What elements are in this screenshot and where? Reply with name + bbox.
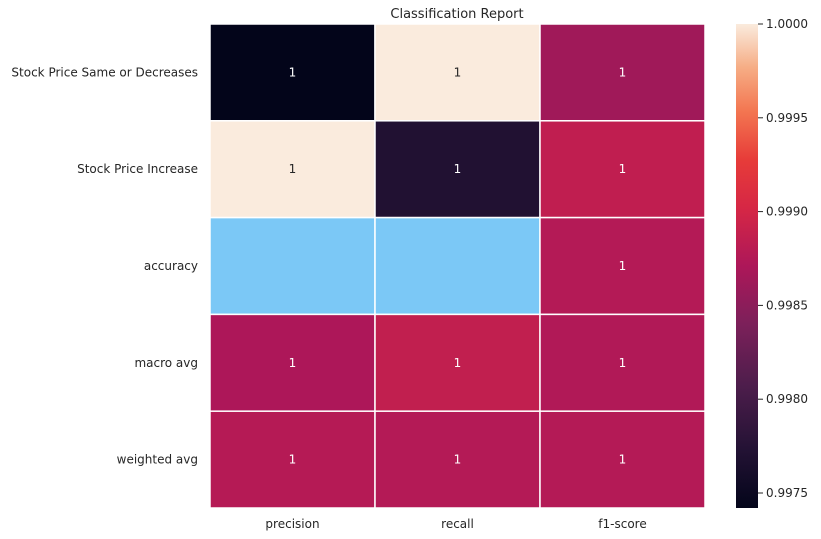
column-label: f1-score [598,517,646,531]
cell-value-label: 1 [454,453,462,467]
cell-value-label: 1 [289,453,297,467]
row-label: macro avg [134,356,198,370]
cell-value-label: 1 [289,162,297,176]
cell-value-label: 1 [619,162,627,176]
heatmap-cell [209,216,376,316]
colorbar-tick-label: 0.9985 [766,298,808,312]
row-label: Stock Price Same or Decreases [11,65,198,79]
heatmap-cell [209,120,376,219]
row-label: weighted avg [117,453,198,467]
heatmap-cell-labels: 1 1 1 1 1 1 1 1 1 1 1 1 1 [289,65,627,466]
heatmap-cell [539,313,706,412]
cell-value-label: 1 [619,259,627,273]
cell-value-label: 1 [289,356,297,370]
colorbar-tick-label: 0.9975 [766,486,808,500]
heatmap-cell [539,120,706,219]
cell-value-label: 1 [454,65,462,79]
cell-value-label: 1 [619,453,627,467]
colorbar: 0.9975 0.9980 0.9985 0.9990 0.9995 1.0000 [736,17,808,508]
cell-value-label: 1 [454,162,462,176]
row-labels: Stock Price Same or Decreases Stock Price… [11,65,198,466]
cell-value-label: 1 [619,356,627,370]
colorbar-tick-label: 0.9995 [766,111,808,125]
column-label: precision [265,517,319,531]
heatmap-cells [209,23,706,509]
colorbar-gradient [736,24,758,508]
colorbar-tick-label: 0.9990 [766,205,808,219]
cell-value-label: 1 [619,65,627,79]
row-label: Stock Price Increase [77,162,198,176]
heatmap-cell [374,216,541,316]
heatmap-cell [374,23,541,122]
column-label: recall [441,517,474,531]
chart-title: Classification Report [390,7,523,22]
heatmap-cell [374,410,541,509]
heatmap-cell [209,313,376,412]
colorbar-tick-label: 1.0000 [766,17,808,31]
row-label: accuracy [144,259,198,273]
colorbar-tick-label: 0.9980 [766,392,808,406]
column-labels: precision recall f1-score [265,517,646,531]
heatmap-cell [539,410,706,509]
cell-value-label: 1 [454,356,462,370]
heatmap-cell [374,120,541,219]
heatmap-cell [209,23,376,122]
cell-value-label: 1 [289,65,297,79]
heatmap-cell [539,23,706,122]
